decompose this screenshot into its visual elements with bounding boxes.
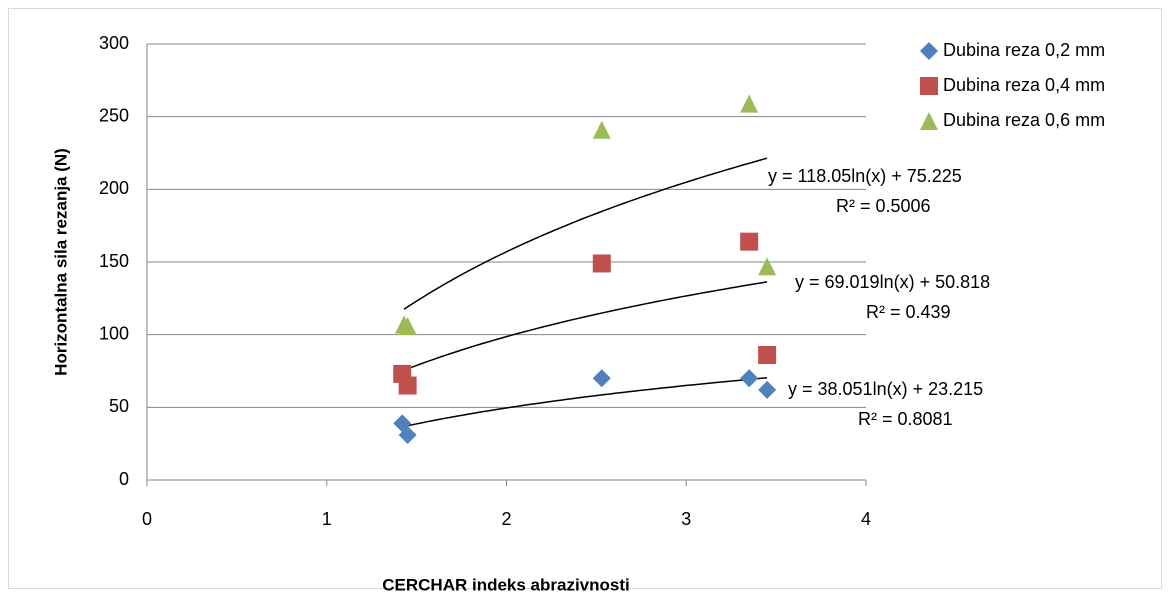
legend-label: Dubina reza 0,6 mm: [943, 110, 1105, 130]
marker: [592, 369, 611, 388]
y-tick-label: 250: [99, 105, 129, 125]
trendline: [402, 377, 768, 428]
trendline-r2: R² = 0.8081: [858, 409, 953, 429]
legend-marker: [920, 112, 938, 130]
marker: [758, 257, 777, 276]
trendline: [403, 157, 768, 310]
marker: [740, 94, 759, 113]
x-tick-label: 1: [322, 509, 332, 529]
x-axis-title: CERCHAR indeks abrazivnosti: [382, 575, 630, 594]
x-tick-label: 0: [142, 509, 152, 529]
y-tick-label: 0: [119, 469, 129, 489]
x-tick-label: 2: [501, 509, 511, 529]
trendline-equation: y = 69.019ln(x) + 50.818: [795, 272, 990, 292]
x-tick-label: 3: [681, 509, 691, 529]
y-tick-label: 300: [99, 33, 129, 53]
marker: [758, 346, 777, 365]
trendline: [401, 281, 768, 372]
legend-label: Dubina reza 0,2 mm: [943, 40, 1105, 60]
legend-label: Dubina reza 0,4 mm: [943, 75, 1105, 95]
trendline-equation: y = 118.05ln(x) + 75.225: [768, 166, 962, 186]
marker: [592, 254, 611, 273]
y-tick-label: 150: [99, 251, 129, 271]
legend-marker: [920, 42, 938, 60]
marker: [398, 376, 417, 395]
trendline-r2: R² = 0.439: [866, 302, 951, 322]
marker: [398, 425, 417, 444]
chart-border: [8, 8, 1162, 589]
trendline-equation: y = 38.051ln(x) + 23.215: [788, 379, 983, 399]
x-tick-label: 4: [861, 509, 871, 529]
trendline-r2: R² = 0.5006: [836, 196, 931, 216]
marker: [758, 380, 777, 399]
legend-marker: [920, 77, 938, 95]
marker: [398, 316, 417, 335]
marker: [592, 120, 611, 139]
y-tick-label: 50: [109, 396, 129, 416]
marker: [740, 369, 759, 388]
y-tick-label: 100: [99, 323, 129, 343]
y-tick-label: 200: [99, 178, 129, 198]
marker: [740, 232, 759, 251]
y-axis-title: Horizontalna sila rezanja (N): [51, 148, 70, 376]
